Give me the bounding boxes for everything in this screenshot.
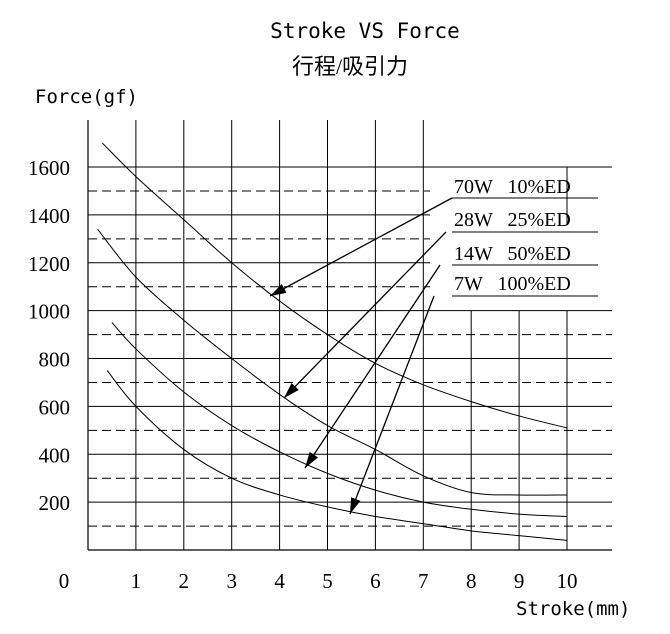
series-line-4: [106, 370, 568, 541]
legend-arrowhead: [350, 497, 361, 514]
y-tick-label: 1600: [28, 156, 70, 180]
x-tick-label: 8: [466, 569, 477, 593]
legend-entry-3: 14W 50%ED: [454, 243, 571, 265]
title-group: Stroke VS Force 行程/吸引力: [270, 19, 460, 79]
x-axis-label: Stroke(mm): [516, 598, 630, 620]
legend-leader: [349, 295, 435, 515]
y-axis-label: Force(gf): [35, 86, 138, 108]
origin-label: 0: [59, 569, 70, 593]
x-tick-label: 1: [131, 569, 142, 593]
y-tick-label: 1400: [28, 204, 70, 228]
legend-arrowhead: [284, 383, 299, 398]
series-line-1: [102, 142, 568, 429]
x-tick-label: 5: [322, 569, 333, 593]
x-tick-label: 9: [514, 569, 525, 593]
legend-leader: [269, 197, 453, 297]
y-tick-label: 1200: [28, 252, 70, 276]
legend-entry-2: 28W 25%ED: [454, 209, 571, 231]
x-tick-label: 2: [179, 569, 190, 593]
series-line-3: [111, 322, 568, 517]
y-tick-label: 200: [39, 491, 71, 515]
y-tick-label: 1000: [28, 300, 70, 324]
legend-entry-4: 7W 100%ED: [454, 273, 571, 295]
x-tick-labels: 1 2 3 4 5 6 7 8 9 10: [131, 569, 578, 593]
legend-arrowhead: [305, 451, 319, 468]
y-tick-labels: 200 400 600 800 1000 1200 1400 1600: [28, 156, 70, 515]
series-line-2: [97, 228, 568, 496]
x-tick-label: 7: [418, 569, 429, 593]
legend-leader: [304, 264, 441, 469]
x-tick-label: 10: [557, 569, 578, 593]
x-tick-label: 3: [226, 569, 237, 593]
chart-subtitle: 行程/吸引力: [292, 54, 408, 79]
legend-leader: [283, 231, 447, 399]
y-tick-label: 800: [39, 348, 71, 372]
x-tick-label: 6: [370, 569, 381, 593]
y-tick-label: 600: [39, 395, 71, 419]
series-curves: [97, 142, 568, 541]
x-tick-label: 4: [274, 569, 285, 593]
legend: 70W 10%ED 28W 25%ED 14W 50%ED 7W 100%ED: [269, 176, 598, 515]
legend-arrowhead: [270, 284, 287, 296]
grid: [87, 120, 612, 551]
y-tick-label: 400: [39, 443, 71, 467]
legend-entry-1: 70W 10%ED: [454, 176, 571, 198]
chart-title: Stroke VS Force: [270, 19, 460, 43]
